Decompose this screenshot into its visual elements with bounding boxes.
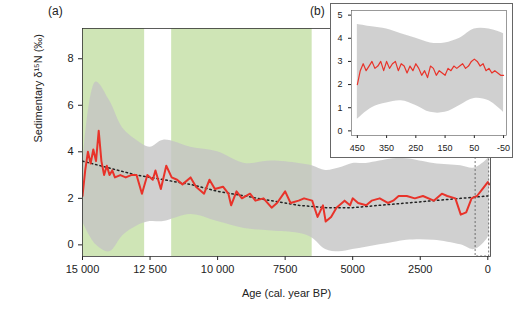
svg-text:150: 150 [438,143,453,153]
svg-text:Sedimentary δ¹⁵N (‰): Sedimentary δ¹⁵N (‰) [32,34,44,142]
svg-text:6: 6 [67,99,73,111]
svg-text:12 500: 12 500 [133,263,167,275]
html-text:(a): (a) [48,4,63,18]
svg-text:4: 4 [67,145,73,157]
svg-text:0: 0 [337,126,342,136]
svg-text:5000: 5000 [340,263,364,275]
svg-text:10 000: 10 000 [201,263,235,275]
svg-text:2: 2 [337,79,342,89]
svg-text:15 000: 15 000 [66,263,100,275]
svg-text:8: 8 [67,52,73,64]
svg-text:3: 3 [337,56,342,66]
svg-text:Age (cal. year BP): Age (cal. year BP) [242,287,331,299]
svg-text:1: 1 [337,103,342,113]
svg-text:7500: 7500 [273,263,297,275]
html-text:(b): (b) [310,4,325,18]
svg-text:450: 450 [350,143,365,153]
svg-text:0: 0 [485,263,491,275]
svg-text:-50: -50 [497,143,510,153]
svg-text:350: 350 [379,143,394,153]
svg-text:0: 0 [67,238,73,250]
svg-text:50: 50 [469,143,479,153]
svg-text:2: 2 [67,192,73,204]
svg-text:2500: 2500 [408,263,432,275]
svg-text:5: 5 [337,10,342,20]
svg-text:4: 4 [337,33,342,43]
svg-text:250: 250 [408,143,423,153]
